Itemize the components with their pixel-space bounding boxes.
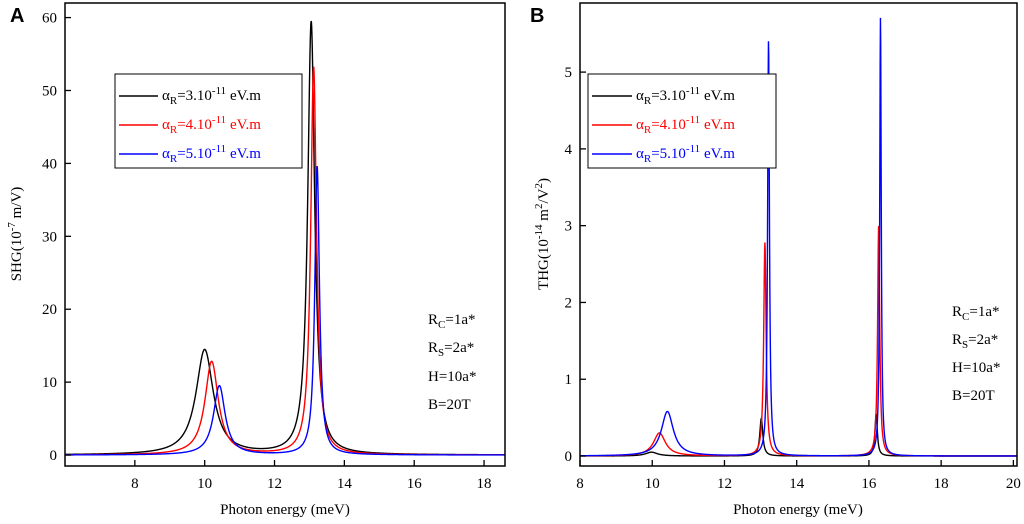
x-tick-label: 18 bbox=[477, 476, 492, 492]
legend-entry: αR=3.10-11 eV.m bbox=[592, 85, 735, 107]
parameter-annotations: RC=1a* RS=2a* H=10a* B=20T bbox=[428, 312, 476, 413]
legend-entry: αR=4.10-11 eV.m bbox=[119, 114, 261, 136]
param-rs: RS=2a* bbox=[952, 332, 998, 351]
y-tick-label: 40 bbox=[42, 156, 57, 172]
legend-entry: αR=4.10-11 eV.m bbox=[592, 114, 735, 136]
y-axis-label: THG(10-14 m2/V2) bbox=[533, 178, 552, 290]
x-axis-label: Photon energy (meV) bbox=[733, 502, 863, 518]
param-h: H=10a* bbox=[952, 360, 1000, 376]
legend: αR=3.10-11 eV.m αR=4.10-11 eV.m αR=5.10-… bbox=[114, 73, 303, 169]
x-tick-label: 20 bbox=[1006, 476, 1021, 492]
param-h: H=10a* bbox=[428, 369, 476, 385]
param-b: B=20T bbox=[428, 397, 471, 413]
panel-label: A bbox=[10, 5, 24, 27]
y-tick-label: 4 bbox=[565, 142, 573, 158]
y-tick-label: 20 bbox=[42, 302, 57, 318]
legend-box bbox=[114, 73, 303, 169]
x-tick-label: 12 bbox=[717, 476, 732, 492]
y-axis: 0 1 2 3 4 5 bbox=[565, 65, 586, 465]
series-line bbox=[65, 165, 505, 456]
y-tick-label: 50 bbox=[42, 83, 57, 99]
x-tick-label: 14 bbox=[789, 476, 805, 492]
y-tick-label: 1 bbox=[565, 372, 573, 388]
param-rc: RC=1a* bbox=[428, 312, 475, 331]
y-tick-label: 5 bbox=[565, 65, 573, 81]
x-tick-label: 16 bbox=[861, 476, 877, 492]
x-axis-label: Photon energy (meV) bbox=[220, 502, 350, 518]
x-axis: 8 10 12 14 16 18 20 bbox=[576, 460, 1021, 492]
series-group bbox=[65, 20, 505, 456]
legend-label: αR=5.10-11 eV.m bbox=[162, 143, 261, 165]
series-group bbox=[580, 17, 1017, 457]
x-tick-label: 18 bbox=[934, 476, 949, 492]
plot-frame bbox=[579, 2, 1018, 467]
panel-label: B bbox=[530, 5, 544, 27]
legend: αR=3.10-11 eV.m αR=4.10-11 eV.m αR=5.10-… bbox=[587, 73, 777, 169]
param-b: B=20T bbox=[952, 388, 995, 404]
x-axis: 8 10 12 14 16 18 bbox=[131, 460, 492, 492]
legend-entry: αR=5.10-11 eV.m bbox=[592, 143, 735, 165]
param-rc: RC=1a* bbox=[952, 304, 999, 323]
plot-frame bbox=[64, 2, 506, 467]
x-tick-label: 14 bbox=[337, 476, 353, 492]
parameter-annotations: RC=1a* RS=2a* H=10a* B=20T bbox=[952, 304, 1000, 404]
y-tick-label: 2 bbox=[565, 295, 573, 311]
param-rs: RS=2a* bbox=[428, 340, 474, 359]
legend-label: αR=3.10-11 eV.m bbox=[636, 85, 735, 107]
y-tick-label: 30 bbox=[42, 229, 57, 245]
x-tick-label: 10 bbox=[197, 476, 212, 492]
legend-label: αR=4.10-11 eV.m bbox=[162, 114, 261, 136]
x-tick-label: 8 bbox=[576, 476, 584, 492]
legend-entry: αR=3.10-11 eV.m bbox=[119, 85, 261, 107]
y-tick-label: 0 bbox=[565, 449, 573, 465]
legend-label: αR=3.10-11 eV.m bbox=[162, 85, 261, 107]
x-tick-label: 10 bbox=[645, 476, 660, 492]
series-line bbox=[580, 17, 1017, 457]
y-tick-label: 60 bbox=[42, 11, 57, 27]
x-tick-label: 16 bbox=[407, 476, 423, 492]
series-line bbox=[580, 411, 1017, 457]
x-tick-label: 12 bbox=[267, 476, 282, 492]
y-axis: 0 10 20 30 40 50 60 bbox=[42, 11, 71, 464]
y-axis-label: SHG(10-7 m/V) bbox=[6, 187, 25, 282]
y-tick-label: 0 bbox=[50, 448, 58, 464]
x-tick-label: 8 bbox=[131, 476, 139, 492]
legend-label: αR=5.10-11 eV.m bbox=[636, 143, 735, 165]
y-tick-label: 10 bbox=[42, 375, 57, 391]
legend-box bbox=[587, 73, 777, 169]
panel-a: A 8 10 12 14 16 18 0 10 20 30 40 50 60 Photon energ… bbox=[6, 2, 506, 518]
legend-label: αR=4.10-11 eV.m bbox=[636, 114, 735, 136]
legend-entry: αR=5.10-11 eV.m bbox=[119, 143, 261, 165]
y-tick-label: 3 bbox=[565, 219, 573, 235]
